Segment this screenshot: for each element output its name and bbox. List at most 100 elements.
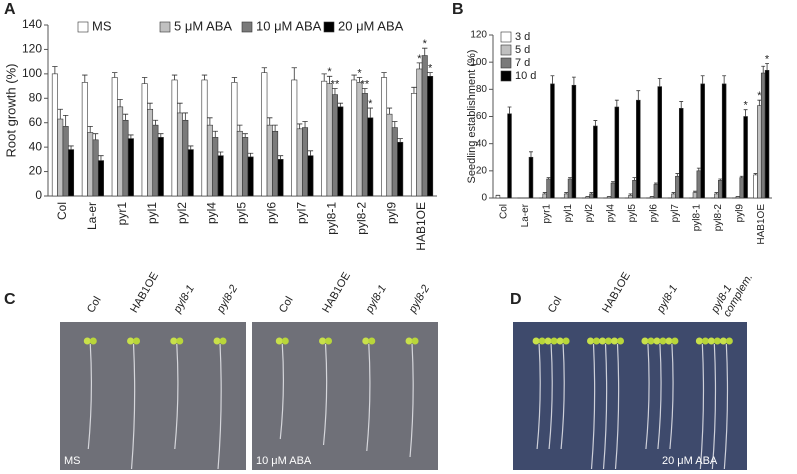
y-tick-label: 100	[470, 57, 487, 68]
x-tick-label: HAB1OE	[414, 202, 428, 251]
error-bar	[112, 72, 118, 78]
x-tick-label: pyl8-1	[692, 204, 703, 232]
bar	[397, 141, 404, 197]
y-tick-label: 60	[29, 115, 43, 129]
leaf	[647, 337, 655, 345]
error-bar	[564, 192, 569, 194]
bar	[421, 55, 428, 197]
bar	[127, 138, 134, 197]
x-tick-label: pyr1	[541, 204, 552, 224]
error-bar	[92, 133, 99, 140]
error-bar	[201, 74, 208, 80]
x-tick-label: pyl2	[175, 202, 189, 224]
bar	[653, 184, 659, 199]
genotype-label: pyl8-1	[654, 283, 680, 316]
error-bar	[593, 120, 598, 127]
genotype-label: Col	[85, 295, 104, 315]
bar	[675, 175, 680, 199]
bar	[410, 93, 417, 197]
bar	[757, 105, 762, 199]
legend-label: 7 d	[515, 57, 530, 69]
bar	[528, 156, 534, 199]
error-bar	[68, 145, 74, 150]
leaf	[599, 337, 607, 345]
error-bar	[653, 182, 658, 185]
bar	[589, 193, 594, 199]
error-bar	[356, 77, 363, 83]
error-bar	[542, 192, 547, 194]
error-bar	[291, 67, 297, 80]
bar	[386, 113, 393, 197]
x-tick-label: pyr1	[115, 202, 129, 226]
bar	[546, 178, 551, 199]
legend-label: 20 μM ABA	[338, 18, 404, 33]
leaf	[617, 337, 625, 345]
error-bar	[367, 107, 373, 118]
x-tick-label: pyl9	[384, 202, 398, 224]
x-tick-label: pyl1	[145, 202, 159, 224]
legend-swatch	[159, 21, 171, 33]
legend-swatch	[323, 21, 335, 33]
error-bar	[296, 123, 303, 129]
bar	[678, 108, 684, 199]
x-tick-label: pyl8-1	[324, 202, 338, 235]
significance: *	[743, 100, 748, 112]
leaf	[695, 337, 703, 345]
bar	[550, 83, 555, 199]
bar	[351, 79, 358, 197]
root	[614, 343, 620, 470]
root	[711, 343, 717, 470]
error-bar	[636, 90, 641, 101]
legend-swatch	[241, 21, 253, 33]
leaf	[550, 337, 558, 345]
bar	[296, 128, 303, 197]
error-bar	[231, 77, 238, 83]
genotype-label: HAB1OE	[600, 270, 633, 315]
error-bar	[247, 152, 254, 157]
bar	[212, 137, 219, 197]
bar	[753, 174, 758, 199]
y-tick-label: 60	[476, 111, 488, 122]
bar	[157, 137, 164, 197]
leaf	[405, 337, 413, 345]
error-bar	[529, 151, 533, 158]
error-bar	[362, 88, 368, 94]
error-bar	[188, 145, 194, 150]
error-bar	[261, 67, 268, 73]
root	[645, 343, 650, 450]
significance: *	[757, 90, 762, 102]
bar	[247, 156, 254, 197]
root	[723, 343, 729, 470]
error-bar	[739, 175, 744, 178]
legend-label: 5 μM ABA	[174, 18, 232, 33]
x-tick-label: pyl7	[670, 204, 681, 223]
root	[602, 343, 608, 470]
error-bar	[302, 121, 308, 128]
bar	[743, 116, 748, 199]
legend-swatch	[500, 70, 512, 82]
root	[669, 343, 674, 450]
x-tick-label: pyl6	[649, 204, 660, 223]
leaf	[653, 337, 661, 345]
leaf	[532, 337, 540, 345]
error-bar	[182, 112, 189, 121]
error-bar	[381, 72, 387, 78]
error-bar	[696, 167, 701, 171]
leaf	[281, 337, 289, 345]
legend-label: 10 d	[515, 70, 536, 82]
root	[699, 343, 705, 470]
error-bar	[722, 75, 727, 84]
error-bar	[57, 108, 63, 120]
bar	[507, 113, 512, 199]
bar	[68, 149, 75, 197]
genotype-label: pyl8-1	[171, 283, 197, 316]
y-tick-label: 120	[22, 42, 42, 56]
bar	[87, 132, 94, 197]
bar	[291, 79, 298, 197]
bar	[700, 83, 705, 199]
significance: *	[417, 53, 422, 65]
root	[560, 343, 565, 450]
x-tick-label: pyl2	[584, 204, 595, 223]
significance: *	[368, 98, 373, 110]
genotype-label: pyl8-2	[406, 283, 432, 316]
